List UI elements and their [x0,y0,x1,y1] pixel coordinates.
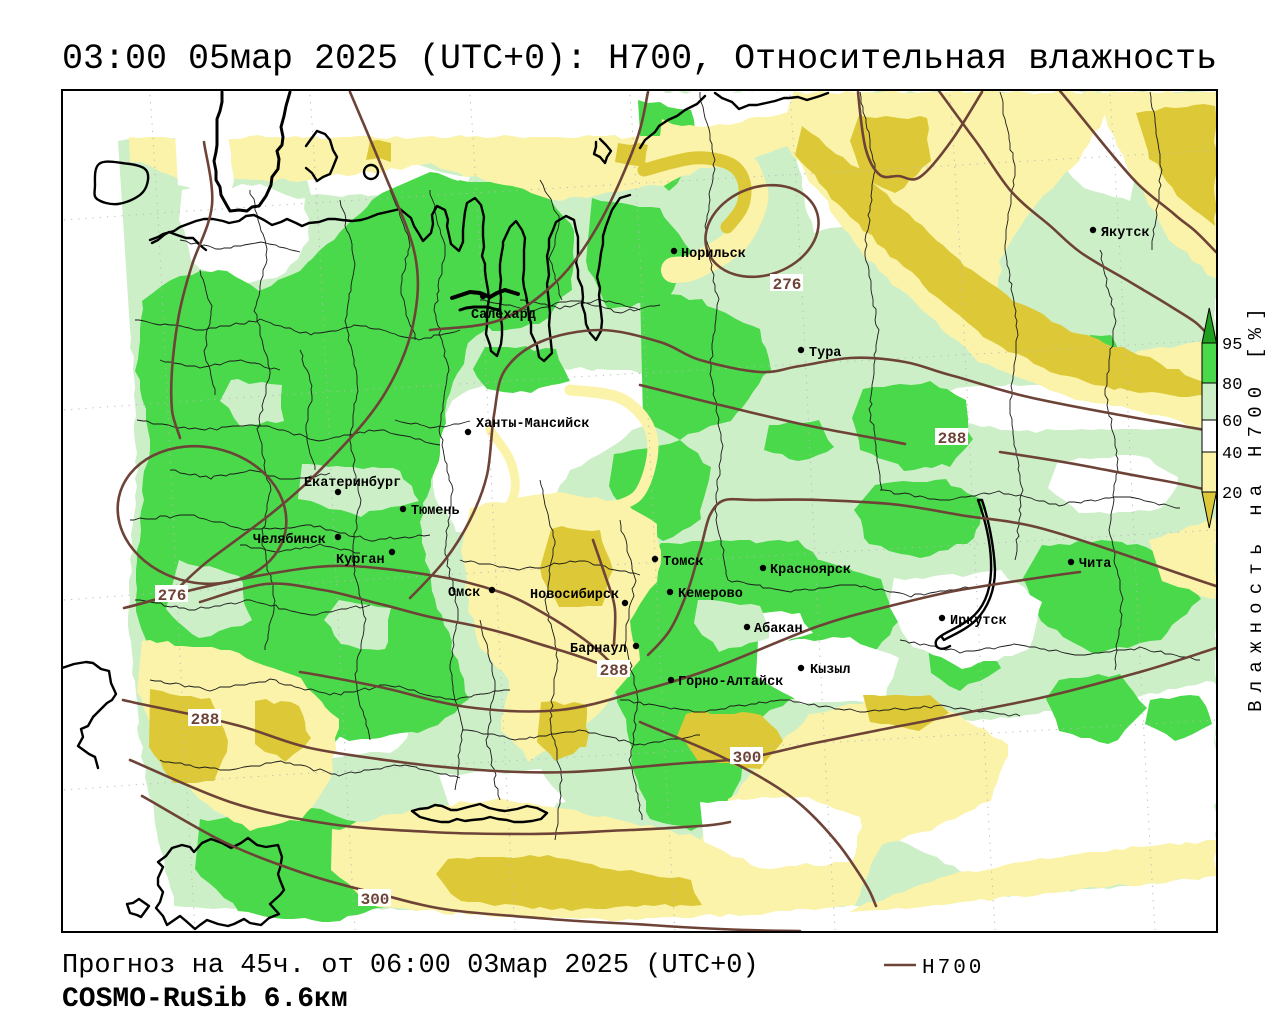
svg-text:03:00 05мар 2025 (UTC+0): H700: 03:00 05мар 2025 (UTC+0): H700, Относите… [62,39,1217,79]
svg-text:80: 80 [1222,376,1242,395]
svg-text:Челябинск: Челябинск [253,532,326,548]
svg-text:Норильск: Норильск [681,247,746,262]
svg-text:H700: H700 [922,957,984,980]
svg-text:288: 288 [938,430,967,448]
svg-text:Якутск: Якутск [1101,226,1150,241]
svg-text:Горно-Алтайск: Горно-Алтайск [678,675,783,690]
svg-text:Омск: Омск [448,586,480,601]
svg-text:300: 300 [733,749,762,767]
svg-text:Красноярск: Красноярск [770,563,851,578]
svg-text:300: 300 [361,891,390,909]
svg-text:Кызыл: Кызыл [810,663,851,678]
svg-text:Курган: Курган [336,553,385,568]
svg-text:Тюмень: Тюмень [411,504,460,519]
svg-text:288: 288 [191,711,220,729]
svg-text:Иркутск: Иркутск [950,614,1007,629]
svg-text:276: 276 [773,276,802,294]
svg-text:40: 40 [1222,445,1242,464]
svg-text:60: 60 [1222,413,1242,432]
svg-text:288: 288 [600,662,629,680]
svg-text:Салехард: Салехард [471,308,536,323]
svg-text:COSMO-RuSib 6.6км: COSMO-RuSib 6.6км [62,984,348,1015]
svg-text:Ханты-Мансийск: Ханты-Мансийск [476,417,589,432]
svg-text:20: 20 [1222,485,1242,504]
svg-text:Влажность на H700 [%]: Влажность на H700 [%] [1245,300,1267,712]
svg-text:Тура: Тура [809,346,841,361]
svg-text:Чита: Чита [1079,557,1111,572]
svg-text:Томск: Томск [663,555,704,570]
svg-text:Кемерово: Кемерово [678,587,743,602]
svg-text:Прогноз на 45ч. от 06:00 03мар: Прогноз на 45ч. от 06:00 03мар 2025 (UTC… [62,951,759,981]
svg-text:276: 276 [158,587,187,605]
svg-text:Новосибирск: Новосибирск [530,587,619,603]
svg-text:Барнаул: Барнаул [570,642,627,657]
svg-text:Абакан: Абакан [754,621,803,637]
svg-text:95: 95 [1222,336,1242,355]
svg-text:Екатеринбург: Екатеринбург [304,475,401,491]
